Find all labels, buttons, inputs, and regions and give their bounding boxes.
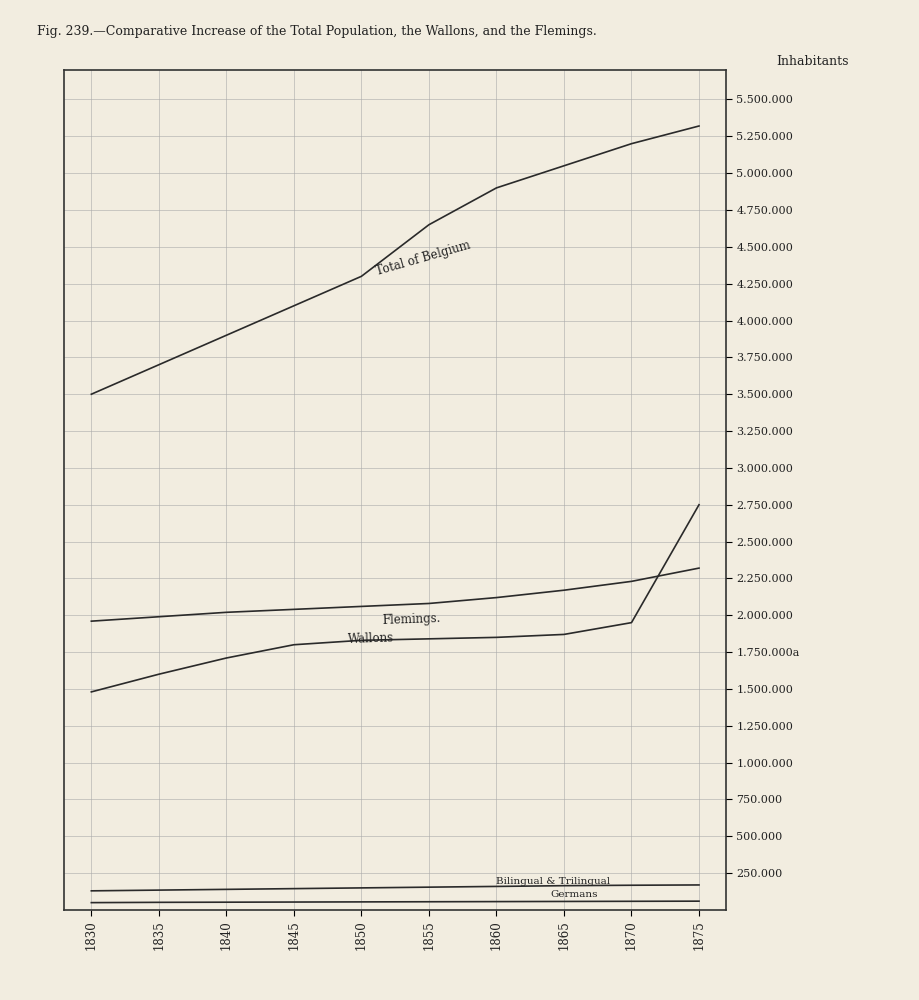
Text: Bilingual & Trilingual: Bilingual & Trilingual [496, 877, 610, 886]
Text: Inhabitants: Inhabitants [777, 55, 849, 68]
Text: Total of Belgium: Total of Belgium [375, 239, 472, 278]
Text: Wallons: Wallons [348, 632, 394, 646]
Text: Germans: Germans [550, 890, 598, 899]
Text: Fig. 239.—Comparative Increase of the Total Population, the Wallons, and the Fle: Fig. 239.—Comparative Increase of the To… [37, 25, 596, 38]
Text: Flemings.: Flemings. [381, 612, 441, 627]
